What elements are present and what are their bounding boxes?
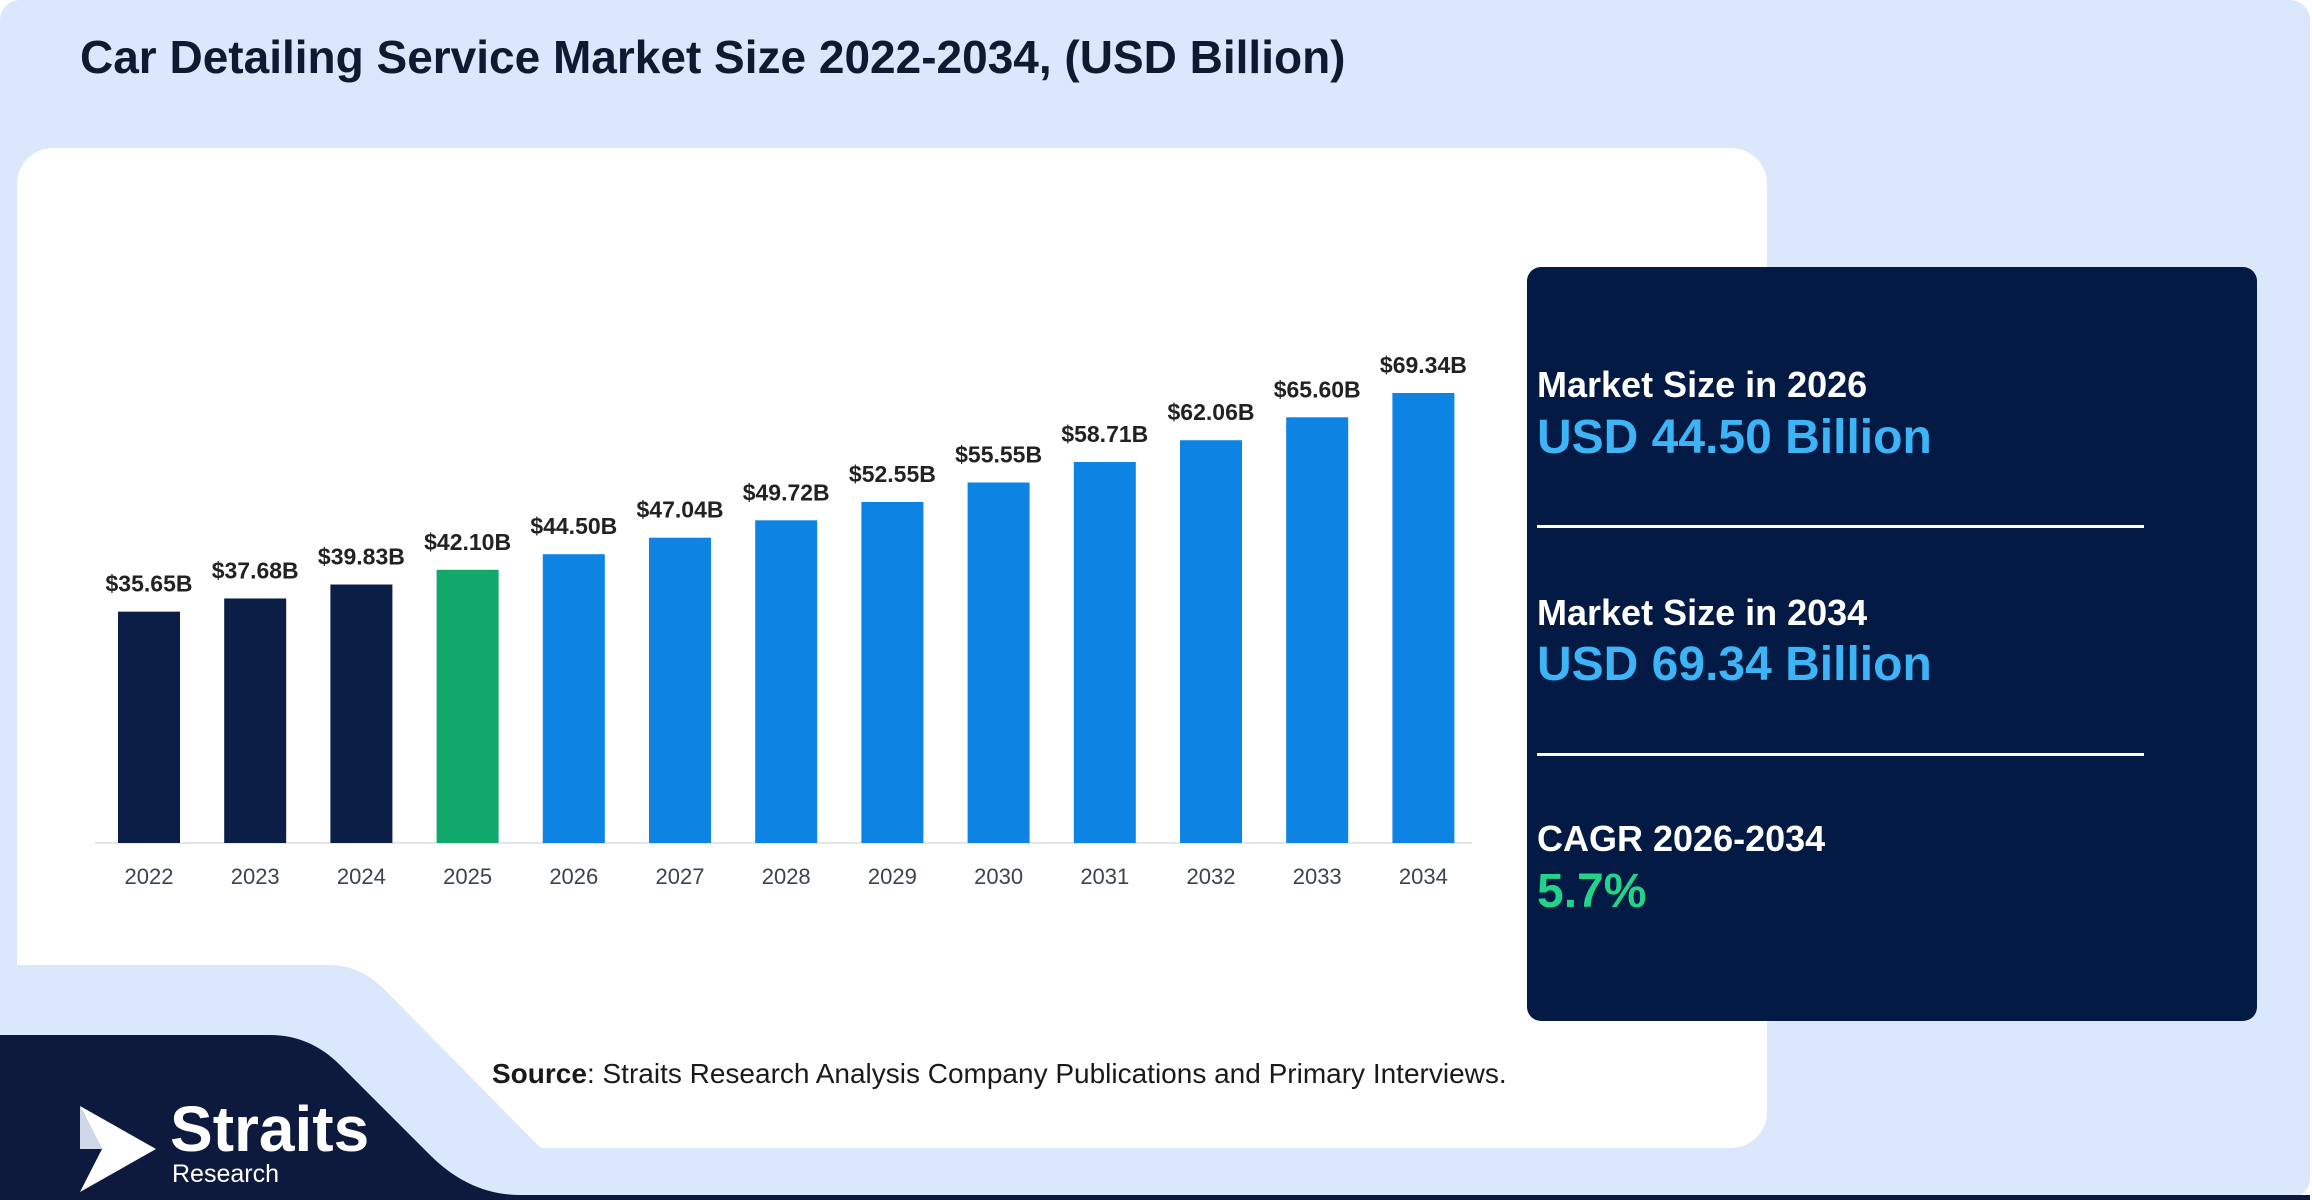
data-label-2031: $58.71B xyxy=(1061,421,1148,447)
logo-wordmark: Straits xyxy=(170,1093,370,1165)
stat-value-cagr: 5.7% xyxy=(1537,865,1647,918)
data-label-2025: $42.10B xyxy=(424,529,511,555)
x-tick-2023: 2023 xyxy=(231,864,280,889)
data-label-2028: $49.72B xyxy=(743,479,830,505)
x-tick-2034: 2034 xyxy=(1399,864,1448,889)
data-label-2026: $44.50B xyxy=(530,513,617,539)
bar-2033 xyxy=(1286,417,1349,843)
bar-2029 xyxy=(861,501,924,843)
data-label-2022: $35.65B xyxy=(106,571,193,597)
stat-value-2034: USD 69.34 Billion xyxy=(1537,638,1932,691)
source-label: Source xyxy=(492,1058,587,1089)
footer-band xyxy=(0,1035,2310,1200)
x-tick-2032: 2032 xyxy=(1187,864,1236,889)
straits-arrow-icon xyxy=(80,1106,156,1192)
bar-2034 xyxy=(1392,393,1455,843)
x-tick-2027: 2027 xyxy=(656,864,705,889)
data-label-2027: $47.04B xyxy=(637,497,724,523)
logo-subtitle: Research xyxy=(172,1160,279,1188)
bar-2023 xyxy=(224,598,287,843)
stat-label-2026: Market Size in 2026 xyxy=(1537,364,1868,405)
x-tick-2026: 2026 xyxy=(549,864,598,889)
source-note: Source: Straits Research Analysis Compan… xyxy=(492,1058,1507,1090)
bar-2030 xyxy=(967,482,1030,843)
data-label-2024: $39.83B xyxy=(318,544,405,570)
data-label-2032: $62.06B xyxy=(1168,399,1255,425)
bar-2032 xyxy=(1180,440,1242,843)
x-tick-2024: 2024 xyxy=(337,864,386,889)
data-label-2034: $69.34B xyxy=(1380,352,1467,378)
bar-2026 xyxy=(542,554,605,843)
bar-2022 xyxy=(118,611,180,843)
x-tick-2028: 2028 xyxy=(762,864,811,889)
bar-2027 xyxy=(649,537,711,843)
page-title: Car Detailing Service Market Size 2022-2… xyxy=(80,31,1346,83)
data-label-2033: $65.60B xyxy=(1274,376,1361,402)
data-label-2023: $37.68B xyxy=(212,557,299,583)
x-tick-labels-group: 2022 2023 2024 2025 2026 2027 2028 2029 2030 2031… xyxy=(125,864,1448,889)
data-labels-group: $35.65B $37.68B $39.83B $42.10B $44.50B $47.0… xyxy=(106,352,1467,597)
straits-logo: Straits Research xyxy=(78,1093,398,1195)
data-label-2030: $55.55B xyxy=(955,441,1042,467)
x-tick-2022: 2022 xyxy=(125,864,174,889)
bars-group xyxy=(118,393,1455,843)
bar-2024 xyxy=(330,584,393,843)
bar-2031 xyxy=(1073,461,1136,843)
bar-2028 xyxy=(755,520,818,843)
x-tick-2029: 2029 xyxy=(868,864,917,889)
source-text: : Straits Research Analysis Company Publ… xyxy=(586,1058,1507,1089)
x-tick-2030: 2030 xyxy=(974,864,1023,889)
x-tick-2025: 2025 xyxy=(443,864,492,889)
stat-label-2034: Market Size in 2034 xyxy=(1537,592,1868,633)
data-label-2029: $52.55B xyxy=(849,461,936,487)
stats-panel: Market Size in 2026 USD 44.50 Billion Ma… xyxy=(1527,267,2257,1021)
x-tick-2033: 2033 xyxy=(1293,864,1342,889)
x-tick-2031: 2031 xyxy=(1080,864,1129,889)
bar-2025 xyxy=(436,569,499,843)
stat-divider xyxy=(1537,525,2144,528)
stat-divider xyxy=(1537,753,2144,756)
stat-value-2026: USD 44.50 Billion xyxy=(1537,411,1932,464)
stat-label-cagr: CAGR 2026-2034 xyxy=(1537,818,1826,859)
